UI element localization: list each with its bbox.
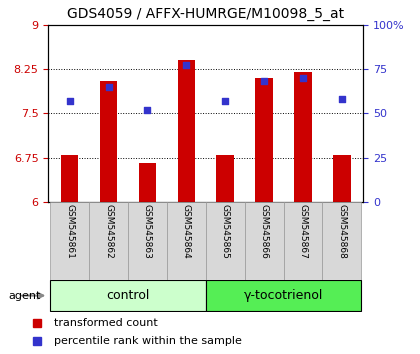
Text: GSM545863: GSM545863: [143, 204, 152, 259]
Text: GSM545865: GSM545865: [221, 204, 230, 259]
Bar: [206, 280, 361, 311]
Bar: [89, 202, 128, 280]
Text: agent: agent: [8, 291, 41, 301]
Point: [144, 107, 151, 113]
Text: γ-tocotrienol: γ-tocotrienol: [244, 289, 323, 302]
Text: GSM545861: GSM545861: [65, 204, 74, 259]
Bar: [216, 155, 234, 202]
Point: [66, 98, 73, 104]
Bar: [50, 280, 206, 311]
Bar: [61, 155, 79, 202]
Text: GSM545862: GSM545862: [104, 204, 113, 259]
Point: [339, 96, 345, 102]
Bar: [333, 155, 351, 202]
Point: [299, 75, 306, 81]
Bar: [284, 202, 323, 280]
Point: [261, 79, 268, 84]
Point: [105, 84, 112, 90]
Title: GDS4059 / AFFX-HUMRGE/M10098_5_at: GDS4059 / AFFX-HUMRGE/M10098_5_at: [67, 7, 344, 21]
Bar: [128, 202, 167, 280]
Text: percentile rank within the sample: percentile rank within the sample: [54, 336, 242, 346]
Bar: [50, 202, 89, 280]
Bar: [100, 81, 117, 202]
Text: GSM545867: GSM545867: [299, 204, 307, 259]
Text: control: control: [106, 289, 150, 302]
Bar: [206, 202, 245, 280]
Text: GSM545868: GSM545868: [337, 204, 346, 259]
Bar: [294, 72, 312, 202]
Bar: [323, 202, 361, 280]
Bar: [167, 202, 206, 280]
Bar: [255, 78, 273, 202]
Point: [222, 98, 228, 104]
Point: [183, 63, 190, 68]
Text: transformed count: transformed count: [54, 318, 158, 328]
Bar: [178, 60, 195, 202]
Text: GSM545866: GSM545866: [260, 204, 269, 259]
Bar: [245, 202, 284, 280]
Bar: [139, 164, 156, 202]
Text: GSM545864: GSM545864: [182, 204, 191, 259]
